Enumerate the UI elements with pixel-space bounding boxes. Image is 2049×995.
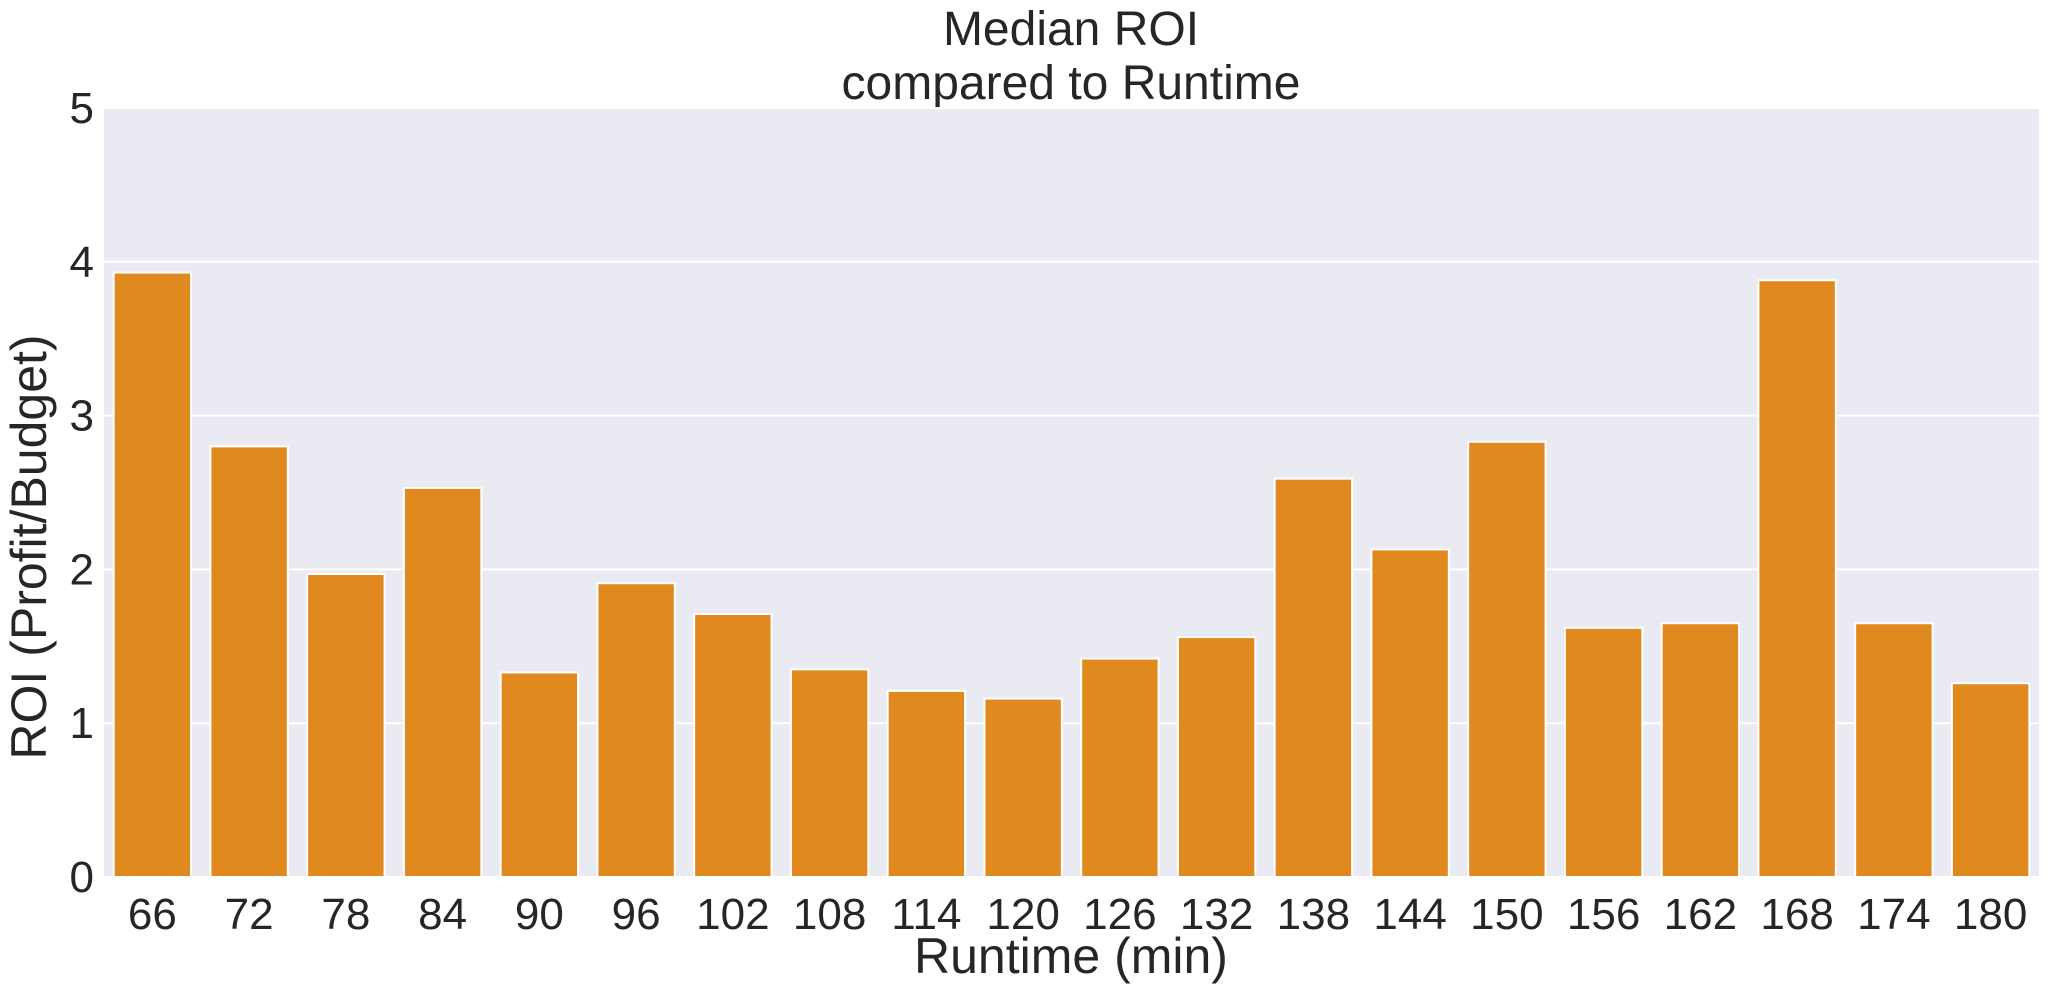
bar-66: [112, 271, 193, 879]
bar-96: [596, 582, 676, 878]
bar-174: [1854, 622, 1934, 878]
bar-78: [306, 573, 386, 878]
bar-102: [693, 613, 773, 878]
y-tick-labels: 0 1 2 3 4 5: [70, 84, 94, 902]
bar-120: [983, 697, 1063, 878]
y-tick-label: 4: [70, 238, 94, 287]
x-tick-label: 144: [1373, 890, 1446, 939]
bar-114: [886, 689, 967, 878]
bar-168: [1757, 279, 1837, 879]
y-tick-label: 3: [70, 392, 94, 441]
bar-126: [1080, 657, 1160, 878]
bar-72: [209, 445, 289, 878]
x-tick-label: 156: [1567, 890, 1640, 939]
bar-90: [499, 671, 580, 878]
chart-title-line-1: Median ROI: [943, 3, 1199, 56]
x-tick-label: 96: [612, 890, 661, 939]
y-tick-label: 0: [70, 853, 94, 902]
x-tick-label: 66: [128, 890, 177, 939]
bar-156: [1563, 626, 1644, 878]
x-tick-label: 72: [225, 890, 274, 939]
x-tick-label: 162: [1664, 890, 1737, 939]
bar-150: [1467, 440, 1547, 878]
x-tick-label: 174: [1857, 890, 1930, 939]
bar-84: [402, 486, 483, 878]
y-tick-label: 1: [70, 699, 94, 748]
plot-area: [104, 108, 2039, 877]
bar-144: [1370, 548, 1450, 878]
x-tick-label: 78: [321, 890, 370, 939]
x-tick-label: 138: [1277, 890, 1350, 939]
y-tick-label: 2: [70, 545, 94, 594]
x-tick-label: 180: [1954, 890, 2027, 939]
chart-title-line-2: compared to Runtime: [842, 57, 1301, 110]
x-tick-label: 150: [1470, 890, 1543, 939]
x-tick-label: 168: [1760, 890, 1833, 939]
x-tick-labels: 66 72 78 84 90 96 102 108 114 120 126 132 138 144 150 1…: [128, 890, 2027, 939]
bar-132: [1176, 636, 1257, 879]
x-tick-label: 114: [891, 890, 961, 939]
x-tick-label: 84: [418, 890, 467, 939]
y-tick-label: 5: [70, 84, 94, 133]
bar-180: [1950, 682, 2031, 878]
x-tick-label: 132: [1180, 890, 1253, 939]
x-tick-label: 102: [696, 890, 769, 939]
bar-162: [1660, 622, 1741, 878]
bars: [112, 271, 2031, 879]
bar-138: [1273, 477, 1354, 878]
x-tick-label: 120: [986, 890, 1059, 939]
x-axis-label: Runtime (min): [914, 928, 1228, 984]
x-tick-label: 126: [1083, 890, 1156, 939]
y-axis-label: ROI (Profit/Budget): [1, 334, 57, 759]
bar-108: [789, 668, 870, 878]
x-tick-label: 108: [793, 890, 866, 939]
x-tick-label: 90: [515, 890, 564, 939]
